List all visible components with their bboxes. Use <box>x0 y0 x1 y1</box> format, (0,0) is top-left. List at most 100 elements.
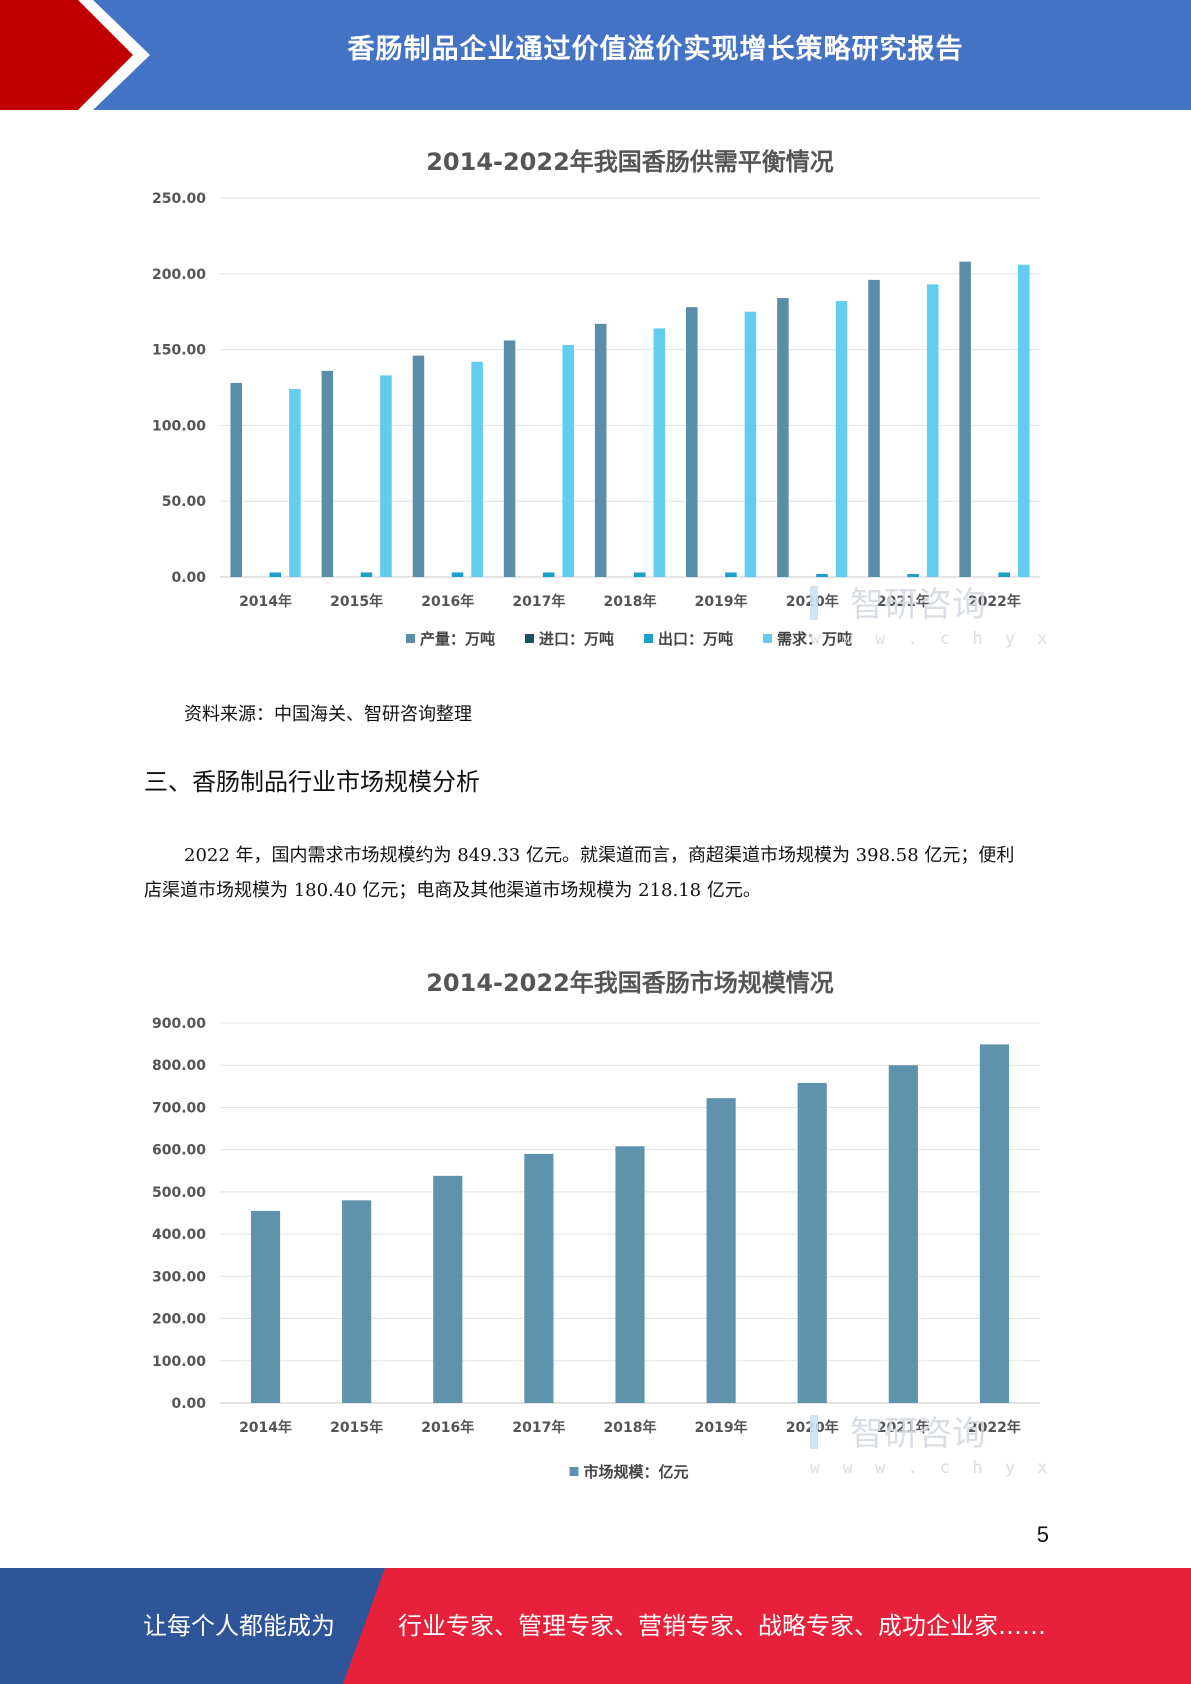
bar <box>562 345 574 577</box>
legend-label: 进口：万吨 <box>539 630 614 648</box>
bar <box>998 572 1010 577</box>
bar <box>451 572 464 577</box>
y-tick-label: 300.00 <box>152 1269 206 1285</box>
chart-title: 2014-2022年我国香肠市场规模情况 <box>426 969 834 997</box>
supply-demand-chart-svg: 2014-2022年我国香肠供需平衡情况 0.00 50.00 100.00 150.0… <box>152 148 1050 649</box>
y-tick-label: 700.00 <box>152 1100 206 1116</box>
bar <box>706 1098 736 1403</box>
bar <box>360 572 373 577</box>
bar <box>835 301 848 577</box>
x-tick-label: 2018年 <box>604 593 657 610</box>
x-tick-label: 2014年 <box>239 1419 292 1436</box>
y-tick-label: 250.00 <box>152 191 206 207</box>
x-tick-label: 2021年 <box>877 593 930 610</box>
legend-swatch <box>763 634 772 643</box>
supply-demand-chart: 2014-2022年我国香肠供需平衡情况 0.00 50.00 100.00 150.0… <box>130 130 1050 660</box>
bar <box>816 573 828 577</box>
source-note: 资料来源：中国海关、智研咨询整理 <box>184 704 472 725</box>
legend-label: 出口：万吨 <box>658 630 733 648</box>
footer-banner <box>0 1568 1191 1684</box>
bar <box>686 307 698 577</box>
bar <box>321 370 334 577</box>
watermark-brand: 智研咨询 <box>850 1414 986 1454</box>
header-red-chevron <box>0 0 133 110</box>
y-tick-label: 200.00 <box>152 1312 206 1328</box>
watermark-brand: 智研咨询 <box>850 585 986 625</box>
bar <box>230 382 243 577</box>
watermark: 智研咨询 w w w . c h y x x . c o m <box>810 1414 1050 1478</box>
bar <box>1017 264 1030 577</box>
bar <box>615 1146 645 1403</box>
header-banner <box>0 0 1191 110</box>
bar <box>979 1044 1010 1403</box>
body-paragraph: 2022 年，国内需求市场规模约为 849.33 亿元。就渠道而言，商超渠道市场… <box>144 845 1015 901</box>
bar <box>471 361 483 577</box>
market-size-chart-svg: 2014-2022年我国香肠市场规模情况 0.00 100.00 200.00 300.… <box>152 969 1050 1481</box>
header-blue-band <box>0 0 1191 110</box>
bar <box>653 328 666 577</box>
bar <box>594 323 607 577</box>
bar <box>433 1175 463 1403</box>
watermark-logo-icon <box>810 586 818 620</box>
footer-slogan-right: 行业专家、管理专家、营销专家、战略专家、成功企业家…… <box>398 1612 1046 1640</box>
bar <box>888 1065 918 1403</box>
legend-swatch <box>525 634 534 643</box>
bar <box>725 572 737 577</box>
x-tick-label: 2016年 <box>421 593 474 610</box>
y-tick-label: 0.00 <box>171 1396 206 1412</box>
y-tick-label: 200.00 <box>152 267 206 283</box>
page-header: 香肠制品企业通过价值溢价实现增长策略研究报告 <box>0 0 1191 110</box>
x-tick-label: 2015年 <box>330 593 383 610</box>
legend-label: 产量：万吨 <box>420 630 495 648</box>
legend-swatch <box>569 1467 579 1476</box>
market-size-chart: 2014-2022年我国香肠市场规模情况 0.00 100.00 200.00 300.… <box>130 955 1050 1490</box>
bar <box>269 572 282 577</box>
y-tick-label: 100.00 <box>152 1354 206 1370</box>
watermark-url: w w w . c h y x x . c o m <box>810 629 1050 649</box>
legend-label: 需求：万吨 <box>777 630 852 648</box>
x-tick-label: 2018年 <box>604 1419 657 1436</box>
watermark-url: w w w . c h y x x . c o m <box>810 1458 1050 1478</box>
x-tick-label: 2019年 <box>695 593 748 610</box>
bar <box>524 1153 554 1403</box>
y-tick-label: 400.00 <box>152 1227 206 1243</box>
x-tick-label: 2021年 <box>877 1419 930 1436</box>
legend-label: 市场规模：亿元 <box>584 1463 689 1481</box>
report-title: 香肠制品企业通过价值溢价实现增长策略研究报告 <box>347 34 964 65</box>
bar <box>868 279 880 577</box>
watermark: 智研咨询 w w w . c h y x x . c o m <box>810 585 1050 649</box>
bar <box>250 1210 281 1403</box>
bar <box>503 340 516 577</box>
x-tick-label: 2017年 <box>512 593 565 610</box>
x-tick-label: 2014年 <box>239 593 292 610</box>
bar <box>744 311 757 577</box>
x-tick-label: 2015年 <box>330 1419 383 1436</box>
y-tick-label: 0.00 <box>171 570 206 586</box>
footer-slogan-left: 让每个人都能成为 <box>143 1612 335 1640</box>
bar <box>926 284 939 577</box>
section-heading: 三、香肠制品行业市场规模分析 <box>144 768 480 796</box>
y-tick-label: 50.00 <box>162 494 207 510</box>
y-tick-label: 600.00 <box>152 1143 206 1159</box>
x-tick-label: 2017年 <box>512 1419 565 1436</box>
y-tick-label: 500.00 <box>152 1185 206 1201</box>
x-tick-label: 2022年 <box>968 593 1021 610</box>
page-number: 5 <box>1036 1522 1049 1547</box>
bar <box>634 572 646 577</box>
y-tick-label: 150.00 <box>152 343 206 359</box>
legend-swatch <box>406 634 415 643</box>
x-tick-label: 2019年 <box>695 1419 748 1436</box>
chart-title: 2014-2022年我国香肠供需平衡情况 <box>426 148 834 176</box>
y-tick-label: 800.00 <box>152 1058 206 1074</box>
bar <box>542 572 555 577</box>
watermark-logo-icon <box>810 1415 818 1449</box>
footer-blue-band <box>0 1568 385 1684</box>
x-tick-label: 2022年 <box>968 1419 1021 1436</box>
page-footer: 让每个人都能成为 行业专家、管理专家、营销专家、战略专家、成功企业家…… <box>0 1568 1191 1684</box>
bar <box>777 298 789 577</box>
bar <box>342 1200 372 1403</box>
bar <box>797 1082 827 1403</box>
bar <box>412 355 425 577</box>
x-tick-label: 2016年 <box>421 1419 474 1436</box>
y-tick-label: 100.00 <box>152 418 206 434</box>
